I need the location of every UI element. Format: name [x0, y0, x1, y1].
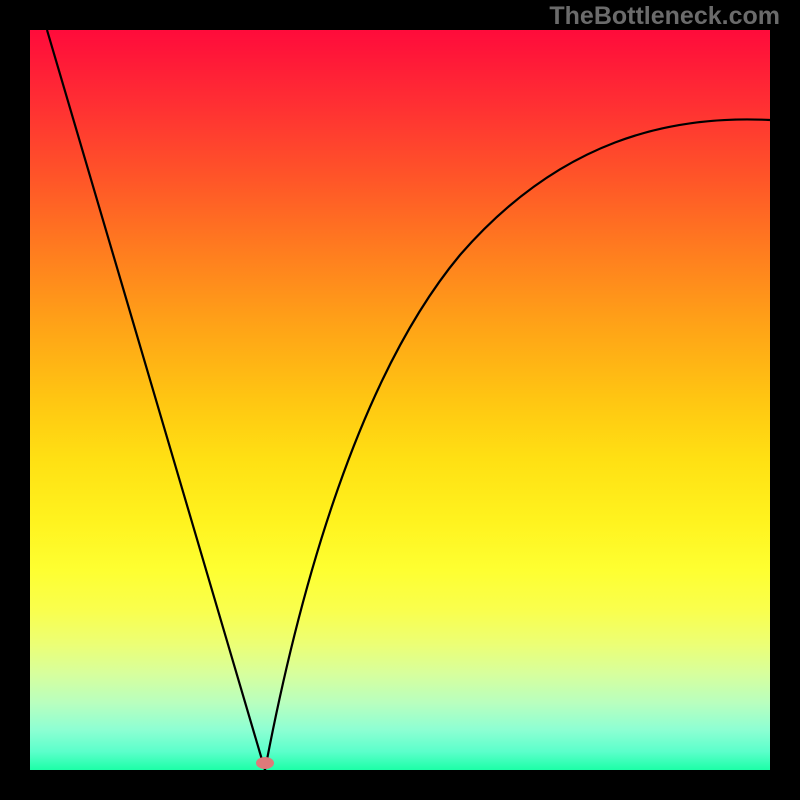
curve-svg — [30, 30, 770, 770]
chart-container: TheBottleneck.com — [0, 0, 800, 800]
minimum-marker — [256, 757, 274, 769]
plot-area — [30, 30, 770, 770]
watermark-text: TheBottleneck.com — [549, 2, 780, 31]
curve-right-branch — [265, 119, 770, 770]
curve-left-branch — [47, 30, 265, 770]
